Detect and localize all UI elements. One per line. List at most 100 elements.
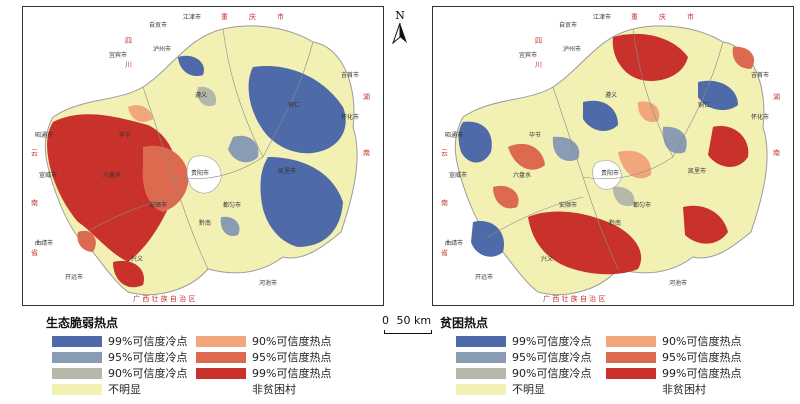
label-yunnan-1: 云 xyxy=(441,149,448,157)
county-boundaries xyxy=(487,28,724,270)
label-huaihua: 怀化市 xyxy=(341,113,359,121)
swatch-hot-90 xyxy=(196,335,246,347)
legend-hot-99: 99%可信度热点 xyxy=(606,365,741,381)
label-qiannan: 黔南 xyxy=(199,219,211,227)
county-boundaries xyxy=(77,28,314,270)
swatch-hot-95 xyxy=(606,351,656,363)
north-label: N xyxy=(395,9,405,22)
swatch-cold-99 xyxy=(456,335,506,347)
legend-cold-99: 99%可信度冷点 xyxy=(456,333,591,349)
scale-bar: 0 50 km xyxy=(382,314,432,334)
place-labels: 自贡市 江津市 泸州市 宜宾市 吉首市 怀化市 昭通市 宣威市 曲靖市 开远市 … xyxy=(445,13,769,287)
label-guangxi: 广 西 壮 族 自 治 区 xyxy=(133,294,195,303)
label-chongqing-3: 市 xyxy=(687,12,694,21)
label-hunan-2: 南 xyxy=(773,148,780,157)
label-sichuan-2: 川 xyxy=(125,61,132,69)
label-tongren: 铜仁 xyxy=(288,101,300,109)
legend-hot-90: 90%可信度热点 xyxy=(196,333,331,349)
legend-cold-99: 99%可信度冷点 xyxy=(52,333,187,349)
label-kaiyuan: 开远市 xyxy=(475,273,493,281)
label-bijie: 毕节 xyxy=(119,131,131,139)
label-qiannan: 黔南 xyxy=(609,219,621,227)
label-hunan-1: 湖 xyxy=(363,92,370,101)
non-poor-area xyxy=(186,155,222,194)
legend-title-vulnerability: 生态脆弱热点 xyxy=(46,316,119,330)
poverty-hotspot-map: 自贡市 江津市 泸州市 宜宾市 吉首市 怀化市 昭通市 宣威市 曲靖市 开远市 … xyxy=(432,6,794,306)
label-yibin: 宜宾市 xyxy=(519,51,537,59)
legend-hot-95: 95%可信度热点 xyxy=(196,349,331,365)
label-xingyi: 兴义 xyxy=(541,255,553,263)
legend-cold-95: 95%可信度冷点 xyxy=(52,349,187,365)
legend-title-poverty: 贫困热点 xyxy=(440,316,489,330)
label-sichuan-2: 川 xyxy=(535,61,542,69)
hotspot-patches xyxy=(47,105,189,288)
swatch-cold-95 xyxy=(52,351,102,363)
label-zunyi: 遵义 xyxy=(605,91,617,99)
label-kaili: 凯里市 xyxy=(278,167,296,175)
province-labels: 重 庆 市 四 川 湖 南 云 南 省 广 西 壮 族 自 治 区 xyxy=(441,12,780,303)
swatch-cold-99 xyxy=(52,335,102,347)
legend-label: 90%可信度冷点 xyxy=(512,367,592,380)
coldspot-patches xyxy=(178,55,346,247)
legend-label: 90%可信度热点 xyxy=(252,335,332,348)
legend-non-poor: 非贫困村 xyxy=(252,383,296,396)
hotspot-patches xyxy=(493,33,755,275)
label-yunnan-2: 南 xyxy=(31,198,38,207)
label-kaiyuan: 开远市 xyxy=(65,273,83,281)
label-jishou: 吉首市 xyxy=(341,71,359,79)
legend-not-significant: 不明显 xyxy=(52,381,141,397)
swatch-hot-99 xyxy=(606,367,656,379)
legend-label: 99%可信度热点 xyxy=(662,367,742,380)
label-kaili: 凯里市 xyxy=(688,167,706,175)
swatch-cold-90 xyxy=(52,367,102,379)
label-hunan-2: 南 xyxy=(363,148,370,157)
legend-label: 95%可信度热点 xyxy=(252,351,332,364)
legend-hot-95: 95%可信度热点 xyxy=(606,349,741,365)
label-liupanshui: 六盘水 xyxy=(513,171,531,179)
label-guiyang: 贵阳市 xyxy=(191,169,209,177)
province-labels: 重 庆 市 四 川 湖 南 云 南 省 广 西 壮 族 自 治 区 xyxy=(31,12,370,303)
label-jiangjin: 江津市 xyxy=(183,13,201,21)
label-chongqing-2: 庆 xyxy=(249,12,256,21)
swatch-cold-90 xyxy=(456,367,506,379)
label-hechi: 河池市 xyxy=(669,279,687,287)
label-duyun: 都匀市 xyxy=(223,201,241,209)
label-qujing: 曲靖市 xyxy=(445,239,463,247)
label-bijie: 毕节 xyxy=(529,131,541,139)
label-chongqing-2: 庆 xyxy=(659,12,666,21)
map-canvas: 自贡市 江津市 泸州市 宜宾市 吉首市 怀化市 昭通市 宣威市 曲靖市 开远市 … xyxy=(31,12,370,303)
label-yunnan-3: 省 xyxy=(31,248,38,257)
label-guangxi: 广 西 壮 族 自 治 区 xyxy=(543,294,605,303)
map-canvas: 自贡市 江津市 泸州市 宜宾市 吉首市 怀化市 昭通市 宣威市 曲靖市 开远市 … xyxy=(441,12,780,303)
label-xuanwei: 宣威市 xyxy=(39,171,57,179)
label-sichuan-1: 四 xyxy=(125,37,132,45)
legend-cold-90: 90%可信度冷点 xyxy=(456,365,591,381)
vulnerability-hotspot-map: 自贡市 江津市 泸州市 宜宾市 吉首市 怀化市 昭通市 宣威市 曲靖市 开远市 … xyxy=(22,6,384,306)
label-zhaotong: 昭通市 xyxy=(35,131,53,139)
label-luzhou: 泸州市 xyxy=(563,45,581,53)
legend-not-significant: 不明显 xyxy=(456,381,545,397)
legend-non-poor: 非贫困村 xyxy=(662,383,706,396)
legend-hot-99: 99%可信度热点 xyxy=(196,365,331,381)
non-poor-area xyxy=(592,160,622,190)
scale-line xyxy=(384,330,432,334)
label-anshun: 安顺市 xyxy=(559,201,577,209)
legend-label: 90%可信度热点 xyxy=(662,335,742,348)
label-yunnan-2: 南 xyxy=(441,198,448,207)
scale-distance: 50 km xyxy=(396,314,432,327)
label-zigong: 自贡市 xyxy=(149,21,167,29)
label-zhaotong: 昭通市 xyxy=(445,131,463,139)
legend-label: 95%可信度热点 xyxy=(662,351,742,364)
legend-label: 99%可信度热点 xyxy=(252,367,332,380)
label-duyun: 都匀市 xyxy=(633,201,651,209)
legend-cold-95: 95%可信度冷点 xyxy=(456,349,591,365)
label-xingyi: 兴义 xyxy=(131,255,143,263)
scale-zero: 0 xyxy=(382,314,389,327)
label-tongren: 铜仁 xyxy=(698,101,710,109)
north-arrow: N xyxy=(390,10,410,48)
label-liupanshui: 六盘水 xyxy=(103,171,121,179)
label-jishou: 吉首市 xyxy=(751,71,769,79)
legend-label: 不明显 xyxy=(512,383,545,396)
legend-label: 不明显 xyxy=(108,383,141,396)
swatch-hot-95 xyxy=(196,351,246,363)
